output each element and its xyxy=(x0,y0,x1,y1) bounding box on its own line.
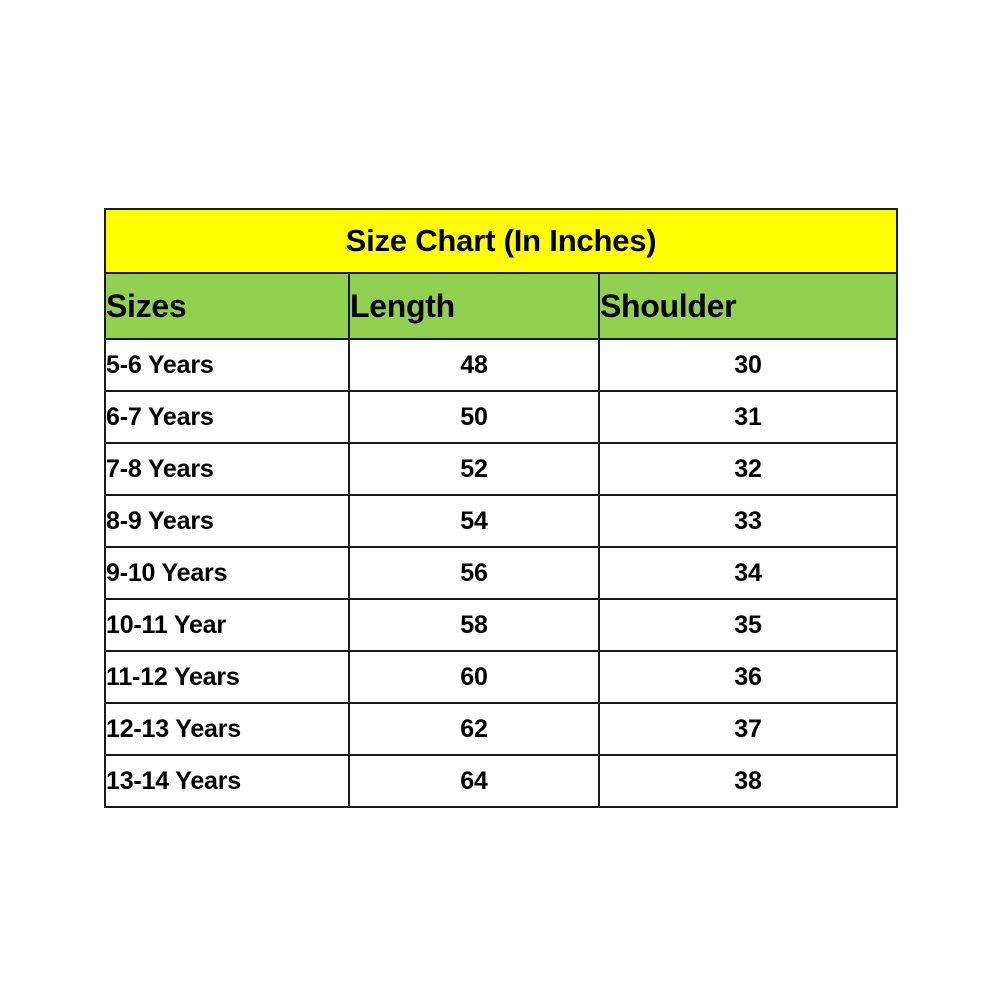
cell-shoulder: 31 xyxy=(597,390,899,444)
cell-length: 50 xyxy=(348,390,600,444)
cell-shoulder: 32 xyxy=(597,442,899,496)
size-chart-table: Size Chart (In Inches) Sizes Length Shou… xyxy=(103,208,899,808)
column-header-length: Length xyxy=(348,272,600,340)
cell-size: 5-6 Years xyxy=(104,338,350,392)
cell-size: 13-14 Years xyxy=(104,754,350,808)
chart-title: Size Chart (In Inches) xyxy=(103,208,899,274)
cell-length: 52 xyxy=(348,442,600,496)
table-row: 6-7 Years 50 31 xyxy=(104,390,899,444)
cell-length: 54 xyxy=(348,494,600,548)
cell-size: 9-10 Years xyxy=(104,546,350,600)
cell-size: 10-11 Year xyxy=(104,598,350,652)
table-row: 8-9 Years 54 33 xyxy=(104,494,899,548)
cell-size: 12-13 Years xyxy=(104,702,350,756)
cell-length: 56 xyxy=(348,546,600,600)
table-row: 11-12 Years 60 36 xyxy=(104,650,899,704)
cell-size: 6-7 Years xyxy=(104,390,350,444)
cell-length: 60 xyxy=(348,650,600,704)
cell-shoulder: 36 xyxy=(597,650,899,704)
table-row: 5-6 Years 48 30 xyxy=(104,338,899,392)
table-row: 7-8 Years 52 32 xyxy=(104,442,899,496)
cell-length: 48 xyxy=(348,338,600,392)
cell-shoulder: 38 xyxy=(597,754,899,808)
table-row: 10-11 Year 58 35 xyxy=(104,598,899,652)
table-row: 13-14 Years 64 38 xyxy=(104,754,899,808)
cell-length: 64 xyxy=(348,754,600,808)
cell-length: 58 xyxy=(348,598,600,652)
cell-length: 62 xyxy=(348,702,600,756)
cell-size: 11-12 Years xyxy=(104,650,350,704)
cell-size: 7-8 Years xyxy=(104,442,350,496)
cell-shoulder: 30 xyxy=(597,338,899,392)
title-row: Size Chart (In Inches) xyxy=(103,208,899,274)
cell-shoulder: 33 xyxy=(597,494,899,548)
table-row: 12-13 Years 62 37 xyxy=(104,702,899,756)
table-row: 9-10 Years 56 34 xyxy=(104,546,899,600)
header-row: Sizes Length Shoulder xyxy=(104,272,899,340)
column-header-shoulder: Shoulder xyxy=(597,272,899,340)
cell-shoulder: 35 xyxy=(597,598,899,652)
cell-size: 8-9 Years xyxy=(104,494,350,548)
cell-shoulder: 34 xyxy=(597,546,899,600)
column-header-sizes: Sizes xyxy=(104,272,350,340)
cell-shoulder: 37 xyxy=(597,702,899,756)
